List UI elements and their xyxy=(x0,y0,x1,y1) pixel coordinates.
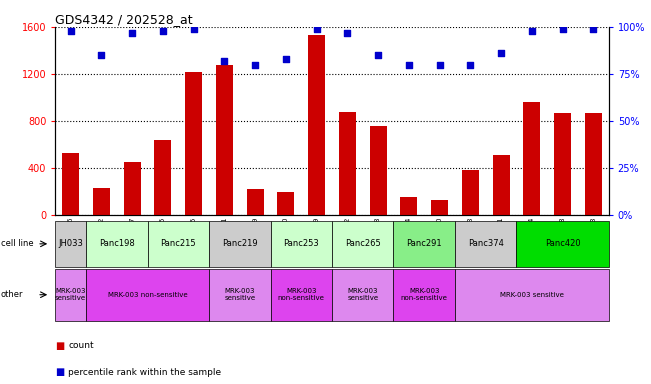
Point xyxy=(342,30,353,36)
Text: Panc198: Panc198 xyxy=(99,239,135,248)
Point xyxy=(588,26,598,32)
Point xyxy=(557,26,568,32)
Text: ■: ■ xyxy=(55,341,64,351)
Bar xyxy=(93,188,110,215)
Bar xyxy=(493,155,510,215)
Bar xyxy=(154,140,171,215)
Text: GDS4342 / 202528_at: GDS4342 / 202528_at xyxy=(55,13,193,26)
Text: MRK-003
sensitive: MRK-003 sensitive xyxy=(55,288,87,301)
Text: Panc219: Panc219 xyxy=(222,239,258,248)
Bar xyxy=(277,192,294,215)
Point xyxy=(250,61,260,68)
Text: Panc265: Panc265 xyxy=(345,239,381,248)
Text: Panc420: Panc420 xyxy=(545,239,581,248)
Point xyxy=(465,61,475,68)
Point xyxy=(158,28,168,34)
Point xyxy=(66,28,76,34)
Point xyxy=(404,61,414,68)
Text: Panc253: Panc253 xyxy=(283,239,319,248)
Point xyxy=(281,56,291,62)
Bar xyxy=(247,189,264,215)
Bar xyxy=(462,170,478,215)
Bar xyxy=(62,153,79,215)
Point xyxy=(373,52,383,58)
Bar xyxy=(400,197,417,215)
Text: MRK-003
non-sensitive: MRK-003 non-sensitive xyxy=(278,288,325,301)
Bar xyxy=(554,113,571,215)
Bar xyxy=(308,35,325,215)
Bar xyxy=(523,102,540,215)
Text: cell line: cell line xyxy=(1,239,33,248)
Text: other: other xyxy=(1,290,23,299)
Point xyxy=(189,26,199,32)
Text: Panc374: Panc374 xyxy=(468,239,504,248)
Point xyxy=(496,50,506,56)
Text: MRK-003
non-sensitive: MRK-003 non-sensitive xyxy=(401,288,448,301)
Bar xyxy=(339,112,356,215)
Text: MRK-003
sensitive: MRK-003 sensitive xyxy=(224,288,255,301)
Bar xyxy=(370,126,387,215)
Point xyxy=(127,30,137,36)
Text: JH033: JH033 xyxy=(59,239,83,248)
Text: MRK-003 non-sensitive: MRK-003 non-sensitive xyxy=(108,292,187,298)
Text: ■: ■ xyxy=(55,367,64,377)
Point xyxy=(96,52,107,58)
Text: percentile rank within the sample: percentile rank within the sample xyxy=(68,368,221,377)
Bar xyxy=(124,162,141,215)
Bar xyxy=(585,113,602,215)
Point xyxy=(434,61,445,68)
Point xyxy=(219,58,230,64)
Bar xyxy=(216,65,233,215)
Text: Panc215: Panc215 xyxy=(161,239,196,248)
Point xyxy=(311,26,322,32)
Text: MRK-003
sensitive: MRK-003 sensitive xyxy=(347,288,378,301)
Text: Panc291: Panc291 xyxy=(406,239,442,248)
Point xyxy=(527,28,537,34)
Bar xyxy=(431,200,448,215)
Text: MRK-003 sensitive: MRK-003 sensitive xyxy=(500,292,564,298)
Bar xyxy=(186,71,202,215)
Text: count: count xyxy=(68,341,94,350)
